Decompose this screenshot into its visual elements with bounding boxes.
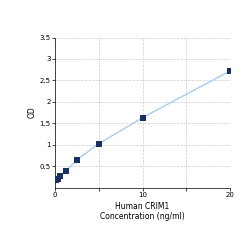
Point: [56, 176, 60, 180]
Point: [75, 158, 79, 162]
Point: [53, 178, 57, 182]
Y-axis label: OD: OD: [28, 106, 37, 118]
Point: [64, 169, 68, 173]
Point: [140, 116, 144, 120]
Point: [58, 174, 62, 178]
Point: [97, 142, 101, 146]
Point: [228, 69, 232, 73]
Point: [54, 178, 58, 182]
X-axis label: Human CRIM1
Concentration (ng/ml): Human CRIM1 Concentration (ng/ml): [100, 202, 185, 221]
